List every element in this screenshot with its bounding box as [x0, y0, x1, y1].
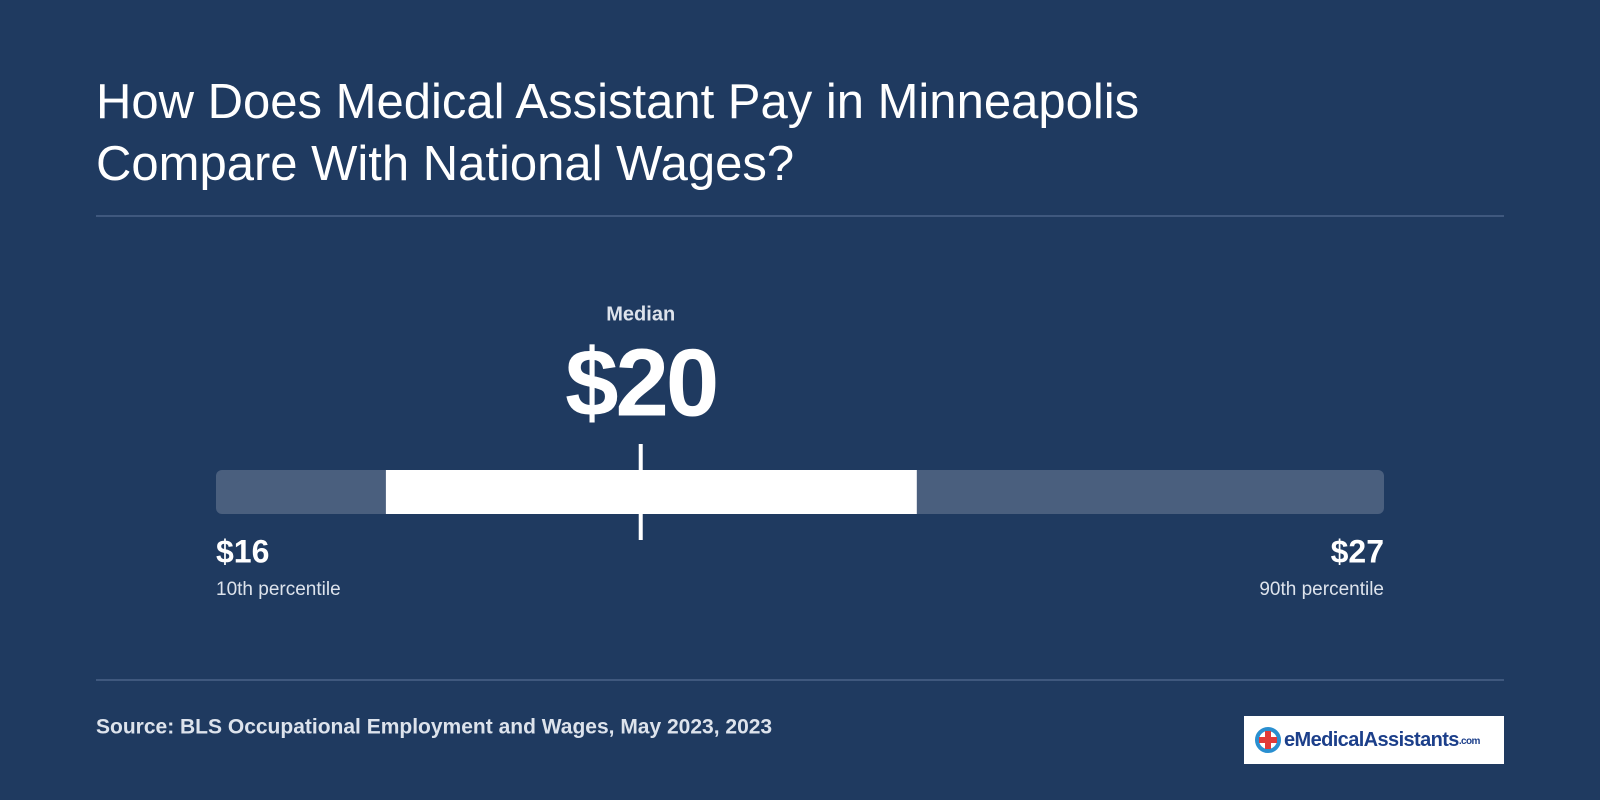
- range-interval: [385, 470, 917, 514]
- logo-domain: .com: [1459, 736, 1481, 747]
- logo-text: eMedicalAssistants.com: [1284, 729, 1480, 751]
- high-name: 90th percentile: [1259, 579, 1384, 600]
- logo-name: eMedicalAssistants: [1284, 729, 1459, 751]
- source: Source: BLS Occupational Employment and …: [96, 716, 772, 739]
- low-value: $16: [216, 533, 269, 569]
- logo: eMedicalAssistants.com: [1244, 716, 1504, 764]
- logo-icon: [1255, 727, 1281, 753]
- low-name: 10th percentile: [216, 579, 341, 600]
- logo-icon: [1259, 737, 1277, 743]
- median-value: $20: [565, 329, 716, 436]
- high-value: $27: [1331, 533, 1384, 569]
- median-name: Median: [606, 303, 675, 325]
- logo-box: [1244, 716, 1504, 764]
- chart-title: Compare With National Wages?: [96, 137, 794, 191]
- chart-title: How Does Medical Assistant Pay in Minnea…: [96, 75, 1139, 129]
